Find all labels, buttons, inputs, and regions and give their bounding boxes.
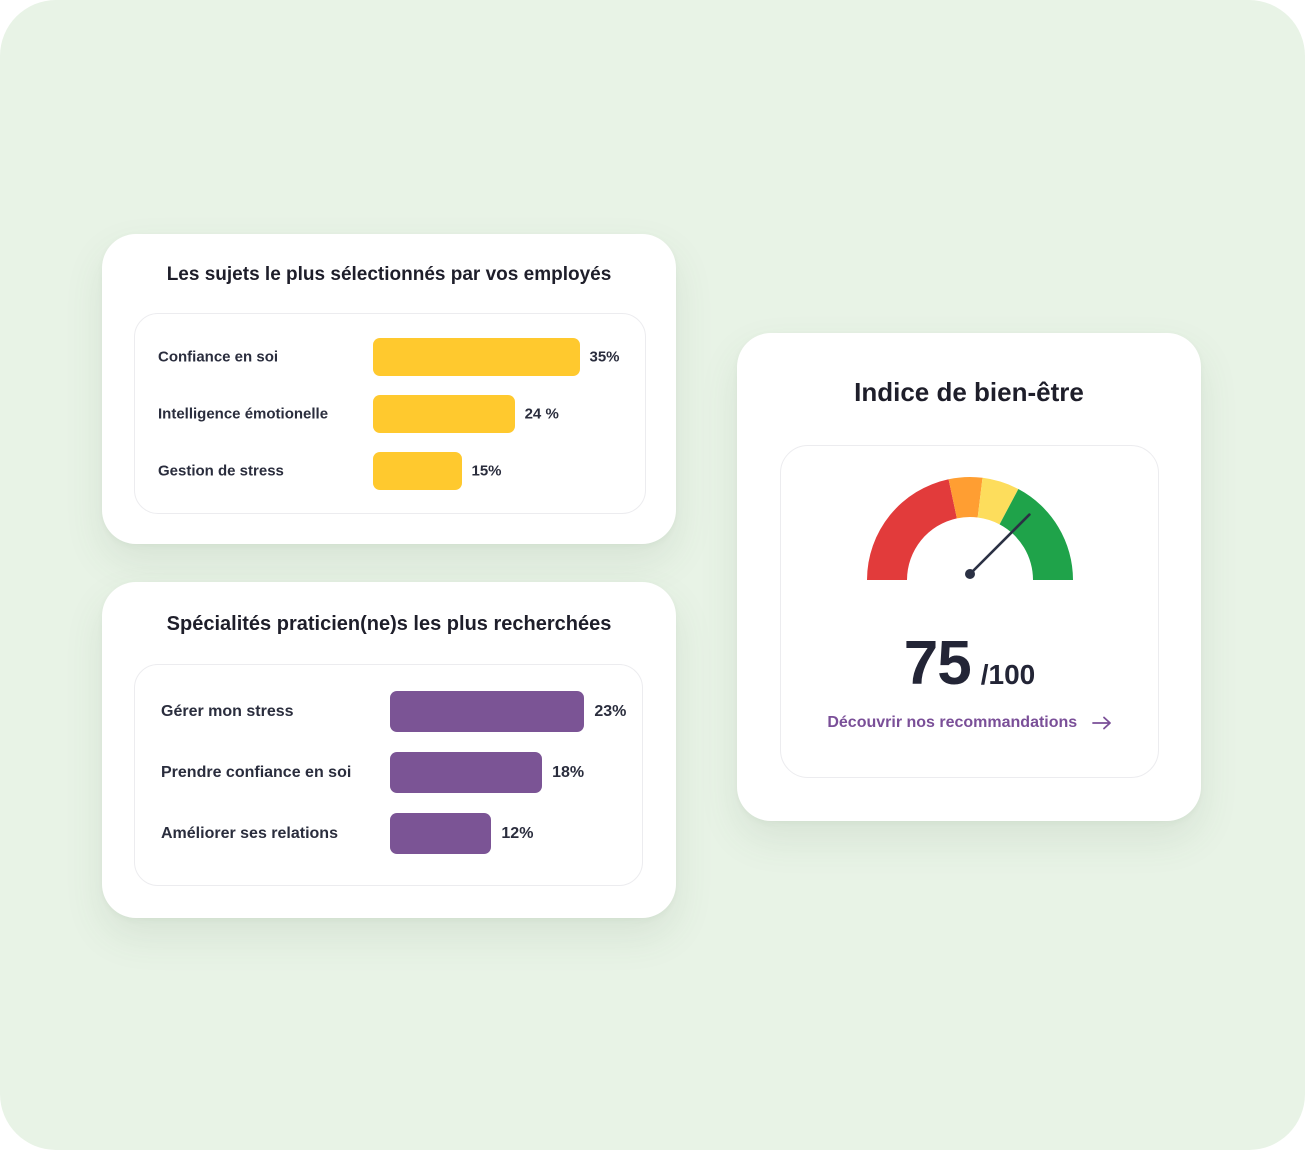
specialty-value: 23% xyxy=(594,702,627,720)
topic-row: Intelligence émotionelle 24 % xyxy=(135,395,645,433)
topic-row: Confiance en soi 35% xyxy=(135,338,645,376)
specialties-card: Spécialités praticien(ne)s les plus rech… xyxy=(102,582,676,918)
specialty-value: 18% xyxy=(552,763,585,781)
score-value: 75 xyxy=(903,629,972,698)
topic-bar xyxy=(373,452,462,490)
wellbeing-gauge-panel: 75/100 Découvrir nos recommandations xyxy=(780,445,1159,778)
topics-card: Les sujets le plus sélectionnés par vos … xyxy=(102,234,676,544)
topic-value: 24 % xyxy=(524,405,559,423)
topics-card-title: Les sujets le plus sélectionnés par vos … xyxy=(166,264,612,285)
specialty-bar xyxy=(390,813,492,854)
specialty-label: Prendre confiance en soi xyxy=(161,763,352,781)
recommendations-link[interactable]: Découvrir nos recommandations xyxy=(781,714,1158,732)
topic-label: Gestion de stress xyxy=(158,462,284,480)
specialty-row: Prendre confiance en soi 18% xyxy=(135,752,642,793)
topic-label: Confiance en soi xyxy=(158,348,279,366)
gauge-segment-red xyxy=(867,479,957,580)
specialty-label: Gérer mon stress xyxy=(161,702,294,720)
specialty-row: Améliorer ses relations 12% xyxy=(135,813,642,854)
wellbeing-gauge xyxy=(867,477,1073,580)
topic-value: 35% xyxy=(589,348,620,366)
specialty-row: Gérer mon stress 23% xyxy=(135,691,642,732)
specialties-chart: Gérer mon stress 23% Prendre confiance e… xyxy=(134,664,643,886)
topic-value: 15% xyxy=(471,462,502,480)
specialties-card-title: Spécialités praticien(ne)s les plus rech… xyxy=(166,613,612,635)
topics-chart: Confiance en soi 35% Intelligence émotio… xyxy=(134,313,646,514)
gauge-segment-green xyxy=(999,489,1073,580)
specialty-bar xyxy=(390,752,543,793)
recommendations-link-label: Découvrir nos recommandations xyxy=(827,714,1078,731)
gauge-segment-yellow xyxy=(977,477,1019,525)
gauge-needle-hub xyxy=(965,569,975,579)
topic-bar xyxy=(373,395,515,433)
topic-bar xyxy=(373,338,580,376)
arrow-right-icon xyxy=(1091,716,1111,730)
specialty-bar xyxy=(390,691,585,732)
wellbeing-score: 75/100 xyxy=(781,628,1158,699)
specialty-label: Améliorer ses relations xyxy=(161,824,338,842)
topic-label: Intelligence émotionelle xyxy=(158,405,329,423)
topic-row: Gestion de stress 15% xyxy=(135,452,645,490)
score-max: /100 xyxy=(980,659,1036,690)
gauge-segment-orange xyxy=(948,477,983,519)
specialty-value: 12% xyxy=(501,824,534,842)
gauge-needle xyxy=(968,513,1031,576)
wellbeing-card: Indice de bien-être 75/100 Découvrir nos… xyxy=(737,333,1201,821)
wellbeing-card-title: Indice de bien-être xyxy=(854,377,1084,407)
